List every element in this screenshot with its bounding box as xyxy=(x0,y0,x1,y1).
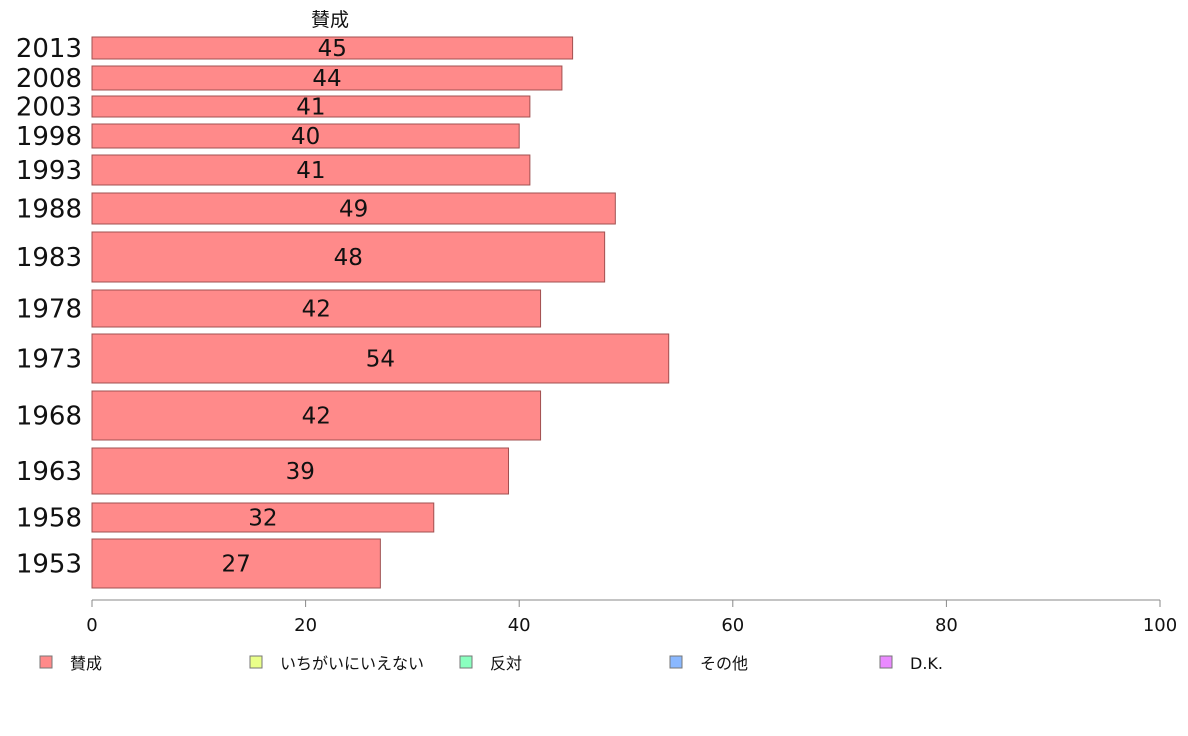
x-tick-label: 60 xyxy=(721,615,744,636)
bar-1978 xyxy=(91,289,542,328)
data-label: 54 xyxy=(366,347,395,373)
data-label: 49 xyxy=(339,197,368,223)
x-tick-label: 0 xyxy=(86,615,97,636)
category-label: 2003 xyxy=(16,93,82,123)
category-label: 1978 xyxy=(16,295,82,325)
category-label: 1983 xyxy=(16,243,82,273)
data-label: 45 xyxy=(318,36,347,62)
x-tick-label: 20 xyxy=(294,615,317,636)
bar-2003 xyxy=(91,95,531,118)
category-label: 1998 xyxy=(16,122,82,152)
category-label: 1973 xyxy=(16,345,82,375)
bar-2008 xyxy=(91,65,563,91)
bar-1993 xyxy=(91,154,531,186)
data-label: 42 xyxy=(302,404,331,430)
category-label: 2008 xyxy=(16,64,82,94)
data-label: 48 xyxy=(334,245,363,271)
bar-1953 xyxy=(91,538,381,589)
legend-label: いちがいにいえない xyxy=(280,654,424,673)
bar-1963 xyxy=(91,447,510,495)
legend: 賛成 いちがいにいえない 反対 その他 D.K. xyxy=(39,654,943,673)
legend-label: D.K. xyxy=(910,654,943,673)
category-label: 1993 xyxy=(16,156,82,186)
category-label: 1963 xyxy=(16,457,82,487)
x-axis: 0 20 40 60 80 100 xyxy=(86,599,1177,636)
bar-1968 xyxy=(91,390,542,441)
data-label: 27 xyxy=(222,552,251,578)
bars-group: 2013 45 2008 44 2003 41 1998 40 1993 41 1988 49 1983… xyxy=(16,34,670,589)
category-label: 2013 xyxy=(16,34,82,64)
bar-1983 xyxy=(91,231,606,283)
legend-swatch xyxy=(879,655,893,669)
bar-1988 xyxy=(91,192,616,225)
x-tick-label: 100 xyxy=(1143,615,1177,636)
bar-1973 xyxy=(91,333,670,384)
legend-swatch xyxy=(39,655,53,669)
bar-2013 xyxy=(91,36,574,60)
data-label: 44 xyxy=(312,66,341,92)
legend-swatch xyxy=(459,655,473,669)
data-label: 40 xyxy=(291,124,320,150)
category-label: 1988 xyxy=(16,195,82,225)
legend-swatch xyxy=(669,655,683,669)
x-tick-label: 40 xyxy=(508,615,531,636)
legend-label: その他 xyxy=(700,654,748,673)
data-label: 39 xyxy=(286,459,315,485)
x-tick-label: 80 xyxy=(935,615,958,636)
data-label: 41 xyxy=(296,158,325,184)
data-label: 41 xyxy=(296,95,325,121)
bar-1958 xyxy=(91,502,435,533)
legend-swatch xyxy=(249,655,263,669)
category-label: 1958 xyxy=(16,504,82,534)
series-header: 賛成 xyxy=(311,9,349,31)
bar-1998 xyxy=(91,123,520,149)
data-label: 42 xyxy=(302,297,331,323)
data-label: 32 xyxy=(248,506,277,532)
legend-label: 賛成 xyxy=(70,654,102,673)
category-label: 1968 xyxy=(16,402,82,432)
category-label: 1953 xyxy=(16,550,82,580)
legend-label: 反対 xyxy=(490,654,522,673)
